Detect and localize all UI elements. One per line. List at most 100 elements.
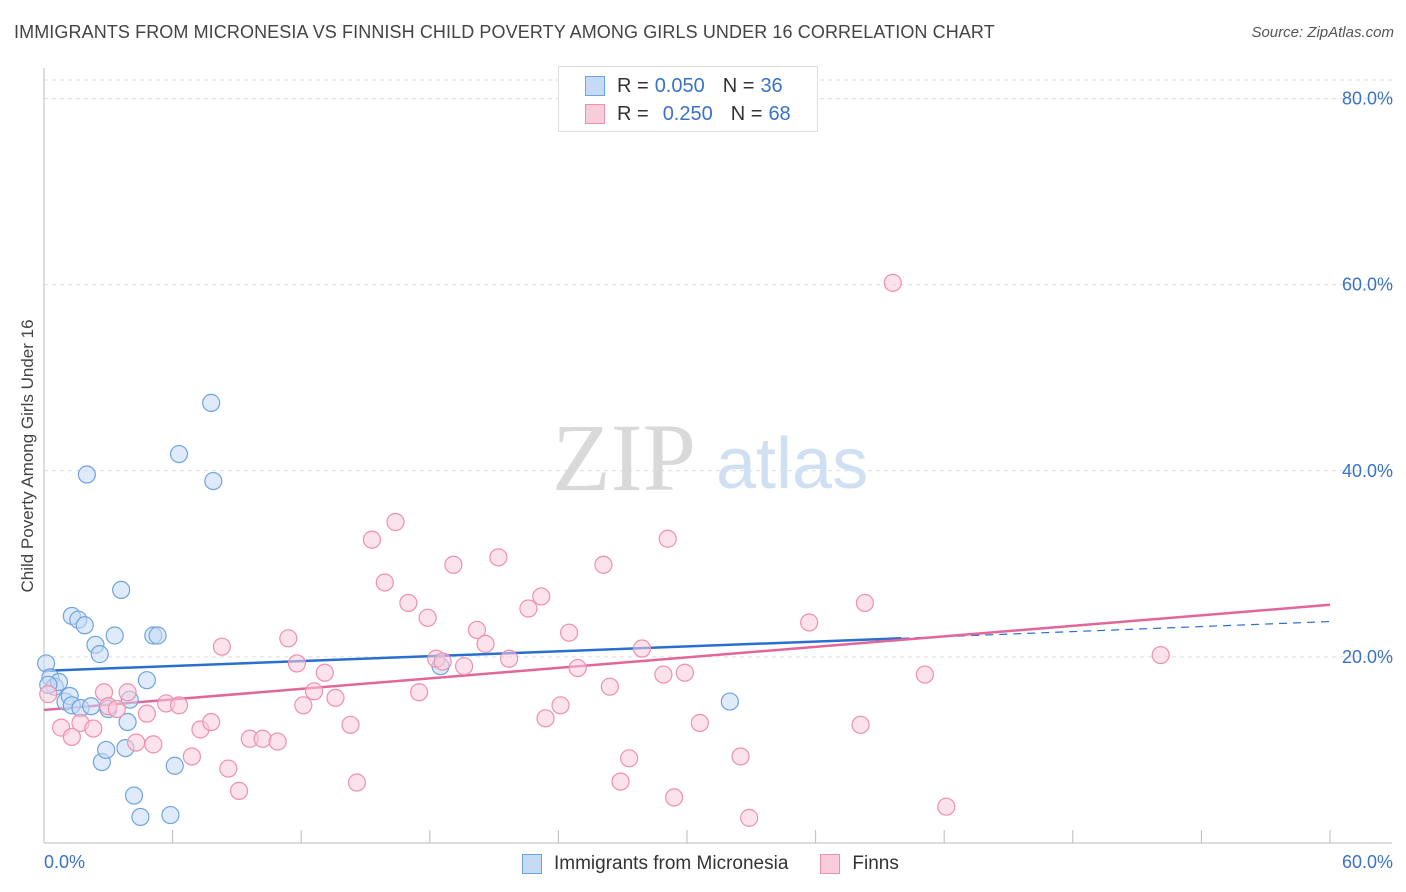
point-finns: [476, 634, 495, 653]
legend-label-micronesia: Immigrants from Micronesia: [554, 853, 789, 874]
point-finns: [620, 749, 639, 768]
point-micronesia: [112, 580, 131, 600]
point-finns: [418, 608, 437, 627]
legend-item-finns[interactable]: Finns: [820, 853, 899, 875]
legend-swatch-blue: [585, 76, 605, 96]
legend-n-value: 36: [760, 74, 783, 97]
point-finns: [915, 665, 935, 684]
point-finns: [568, 658, 587, 678]
point-finns: [937, 797, 956, 816]
legend-r-value: 0.250: [662, 102, 713, 125]
point-finns: [127, 733, 146, 752]
point-finns: [375, 573, 394, 592]
point-micronesia: [169, 444, 189, 464]
point-finns: [444, 555, 463, 574]
legend-swatch-pink: [585, 104, 605, 124]
point-finns: [665, 788, 684, 807]
point-finns: [107, 699, 126, 719]
point-finns: [594, 555, 613, 574]
point-finns: [409, 683, 429, 702]
point-micronesia: [161, 805, 180, 825]
point-finns: [611, 772, 630, 791]
point-finns: [1151, 645, 1170, 665]
point-finns: [39, 685, 58, 704]
point-finns: [268, 732, 287, 751]
point-micronesia: [75, 616, 94, 635]
point-finns: [219, 759, 238, 778]
point-finns: [326, 688, 345, 707]
point-finns: [62, 727, 81, 747]
trend-lines: [43, 603, 1331, 712]
point-finns: [144, 735, 163, 754]
point-micronesia: [131, 807, 150, 827]
trend-line-micronesia-extension: [901, 620, 1331, 639]
point-finns: [731, 747, 750, 766]
series-legend: Immigrants from Micronesia Finns: [522, 852, 931, 876]
point-finns: [500, 649, 519, 668]
point-micronesia: [165, 756, 184, 775]
point-finns: [632, 639, 652, 658]
trend-line-micronesia: [43, 637, 902, 673]
point-finns: [169, 696, 189, 715]
y-tick-label: 60.0%: [1342, 275, 1393, 295]
point-micronesia: [137, 671, 156, 690]
point-finns: [675, 663, 694, 682]
point-finns: [347, 773, 367, 792]
point-finns: [202, 712, 221, 732]
trend-line-finns: [43, 603, 1331, 712]
point-finns: [551, 696, 570, 715]
point-micronesia: [90, 645, 109, 664]
legend-n-value: 68: [768, 102, 791, 125]
point-finns: [536, 709, 555, 728]
tick-labels: 20.0% 40.0% 60.0% 80.0% 0.0% 60.0%: [44, 89, 1393, 872]
watermark: ZIP atlas: [552, 404, 868, 511]
x-tick-label-max: 60.0%: [1342, 852, 1393, 872]
point-finns: [294, 696, 313, 715]
point-finns: [740, 808, 759, 827]
point-finns: [851, 715, 870, 734]
legend-item-micronesia[interactable]: Immigrants from Micronesia: [522, 853, 788, 875]
point-finns: [362, 530, 382, 549]
point-micronesia: [204, 471, 223, 491]
legend-n-label: N =: [730, 102, 763, 125]
point-finns: [560, 623, 579, 642]
point-finns: [253, 729, 272, 748]
correlation-legend: R = 0.050 N = 36 R = 0.250 N = 68: [558, 66, 818, 132]
point-finns: [137, 704, 156, 723]
point-finns: [658, 529, 677, 548]
point-finns: [118, 683, 137, 702]
point-micronesia: [148, 626, 167, 645]
data-points: [37, 273, 1170, 827]
legend-swatch-pink: [820, 854, 841, 874]
point-finns: [341, 715, 360, 734]
axes: [43, 68, 1392, 844]
point-finns: [800, 613, 819, 632]
point-finns: [883, 273, 902, 292]
point-finns: [304, 682, 324, 701]
legend-row-finns: R = 0.250 N = 68: [585, 101, 791, 127]
point-micronesia: [720, 692, 739, 711]
point-finns: [315, 663, 334, 682]
y-tick-label: 40.0%: [1342, 461, 1393, 481]
point-finns: [84, 719, 103, 738]
point-finns: [532, 587, 551, 606]
legend-r-value: 0.050: [654, 74, 705, 97]
point-finns: [654, 665, 673, 684]
point-finns: [399, 593, 418, 613]
legend-n-label: N =: [722, 74, 755, 97]
legend-row-micronesia: R = 0.050 N = 36: [585, 73, 783, 99]
legend-r-label: R =: [617, 74, 649, 97]
source-label: Source: ZipAtlas.com: [1251, 24, 1394, 41]
point-finns: [454, 657, 474, 676]
point-finns: [489, 548, 508, 567]
point-finns: [279, 629, 298, 648]
point-finns: [467, 620, 487, 640]
point-micronesia: [202, 393, 221, 412]
point-micronesia: [118, 712, 137, 732]
legend-label-finns: Finns: [852, 853, 899, 874]
point-finns: [600, 677, 619, 696]
legend-swatch-blue: [522, 854, 542, 874]
watermark-zip-text: ZIP: [552, 404, 696, 511]
x-tick-label-min: 0.0%: [44, 852, 85, 872]
